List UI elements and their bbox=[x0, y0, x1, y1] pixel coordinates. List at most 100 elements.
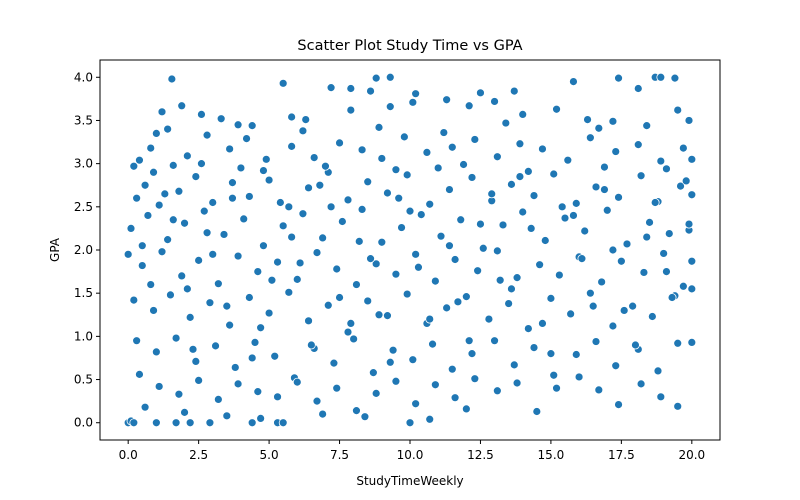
scatter-point bbox=[464, 336, 474, 346]
scatter-point bbox=[428, 339, 437, 349]
scatter-point bbox=[261, 154, 271, 164]
scatter-point bbox=[135, 369, 144, 379]
scatter-point bbox=[470, 135, 480, 144]
scatter-point bbox=[509, 86, 519, 96]
scatter-point bbox=[273, 257, 282, 267]
scatter-point bbox=[126, 224, 136, 233]
scatter-point bbox=[566, 309, 576, 319]
scatter-point bbox=[202, 228, 212, 238]
chart-title: Scatter Plot Study Time vs GPA bbox=[297, 38, 522, 54]
scatter-point bbox=[498, 220, 508, 230]
scatter-point bbox=[687, 154, 697, 164]
x-axis-label: StudyTimeWeekly bbox=[356, 474, 463, 488]
scatter-point bbox=[270, 351, 280, 361]
scatter-point bbox=[464, 101, 474, 111]
scatter-point bbox=[470, 374, 480, 384]
scatter-point bbox=[284, 202, 294, 212]
scatter-point bbox=[557, 202, 567, 212]
scatter-point bbox=[515, 172, 525, 181]
scatter-point bbox=[490, 336, 499, 346]
scatter-point bbox=[667, 293, 677, 302]
scatter-point bbox=[662, 267, 671, 276]
scatter-point bbox=[208, 249, 218, 259]
scatter-point bbox=[461, 404, 471, 414]
scatter-point bbox=[656, 156, 666, 166]
x-tick-label: 5.0 bbox=[260, 448, 279, 462]
scatter-point bbox=[585, 288, 595, 298]
scatter-point bbox=[197, 110, 206, 119]
scatter-point bbox=[681, 176, 691, 186]
scatter-point bbox=[180, 218, 189, 228]
scatter-point bbox=[600, 185, 609, 194]
scatter-point bbox=[507, 179, 516, 189]
scatter-point bbox=[168, 215, 178, 225]
scatter-point bbox=[450, 393, 460, 403]
scatter-point bbox=[430, 380, 440, 390]
scatter-point bbox=[608, 116, 618, 126]
scatter-point bbox=[383, 188, 392, 198]
scatter-point bbox=[402, 170, 412, 180]
scatter-point bbox=[687, 338, 697, 347]
scatter-point bbox=[476, 219, 485, 229]
scatter-point bbox=[571, 350, 581, 359]
scatter-point bbox=[298, 209, 308, 219]
scatter-point bbox=[247, 353, 257, 363]
scatter-point bbox=[673, 401, 683, 411]
scatter-point bbox=[264, 175, 274, 185]
scatter-point bbox=[343, 327, 353, 337]
scatter-point bbox=[244, 293, 254, 302]
scatter-point bbox=[343, 195, 353, 205]
y-tick-label: 3.0 bbox=[74, 157, 93, 171]
scatter-point bbox=[326, 202, 336, 212]
scatter-point bbox=[687, 190, 697, 200]
scatter-point bbox=[411, 399, 421, 409]
scatter-point bbox=[242, 134, 251, 143]
scatter-point bbox=[253, 267, 263, 276]
scatter-point bbox=[647, 312, 657, 321]
scatter-point bbox=[278, 221, 288, 231]
scatter-point bbox=[650, 198, 660, 207]
scatter-point bbox=[151, 129, 161, 138]
scatter-point bbox=[591, 337, 601, 346]
scatter-point bbox=[540, 236, 550, 245]
scatter-point bbox=[154, 382, 164, 391]
scatter-point bbox=[174, 389, 184, 399]
scatter-point bbox=[422, 148, 432, 157]
scatter-point bbox=[129, 161, 139, 171]
scatter-point bbox=[157, 107, 167, 117]
scatter-point bbox=[459, 160, 468, 169]
scatter-point bbox=[177, 271, 187, 281]
scatter-point bbox=[642, 232, 652, 242]
scatter-point bbox=[656, 72, 666, 82]
scatter-point bbox=[636, 379, 646, 389]
scatter-point bbox=[487, 189, 497, 199]
scatter-point bbox=[385, 102, 395, 112]
scatter-point bbox=[554, 270, 564, 280]
scatter-points bbox=[123, 72, 697, 428]
scatter-point bbox=[154, 200, 164, 210]
scatter-point bbox=[346, 319, 356, 328]
scatter-point bbox=[594, 385, 604, 395]
x-tick-label: 15.0 bbox=[538, 448, 565, 462]
scatter-point bbox=[439, 128, 449, 137]
scatter-point bbox=[642, 121, 652, 131]
scatter-point bbox=[247, 418, 257, 428]
scatter-point bbox=[405, 418, 415, 428]
y-tick-label: 2.0 bbox=[74, 243, 93, 257]
scatter-point bbox=[374, 122, 384, 132]
scatter-point bbox=[538, 144, 547, 154]
scatter-point bbox=[315, 180, 325, 190]
scatter-point bbox=[662, 164, 671, 174]
scatter-point bbox=[388, 345, 398, 355]
x-axis-ticks: 0.0 2.5 5.0 7.5 10.0 12.5 15.0 17.5 20.0 bbox=[119, 440, 705, 462]
scatter-point bbox=[312, 248, 322, 257]
y-tick-label: 0.0 bbox=[74, 416, 93, 430]
scatter-point bbox=[146, 143, 156, 153]
scatter-point bbox=[132, 336, 142, 346]
scatter-point bbox=[391, 165, 401, 175]
scatter-point bbox=[608, 245, 618, 255]
scatter-point bbox=[202, 130, 212, 140]
scatter-point bbox=[304, 183, 313, 193]
scatter-point bbox=[225, 144, 235, 154]
